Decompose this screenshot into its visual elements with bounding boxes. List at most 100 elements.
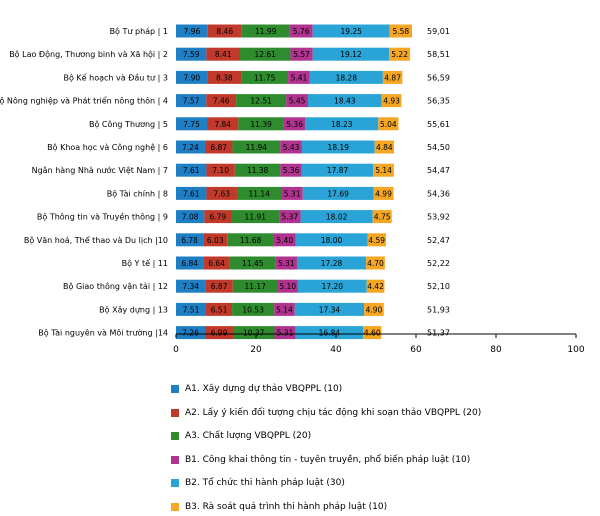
bar-segment [275, 256, 297, 270]
legend-item: B3. Rà soát quá trình thi hành pháp luật… [171, 501, 387, 513]
total-score-label: 52,47 [427, 236, 450, 245]
bar-segment [232, 279, 278, 293]
legend-label: B2. Tổ chức thi hành pháp luật (30) [185, 478, 345, 488]
segment-value-label: 8.38 [216, 73, 233, 82]
segment-value-label: 7.96 [184, 27, 201, 36]
bar-segment [176, 210, 205, 224]
bar-segment [176, 302, 207, 316]
bar-segment [176, 24, 208, 38]
segment-value-label: 11.68 [240, 236, 262, 245]
segment-value-label: 7.34 [182, 282, 199, 291]
segment-value-label: 6.78 [181, 236, 198, 245]
legend-item: B1. Công khai thông tin - tuyên truyền, … [171, 454, 470, 466]
bar-segment [204, 140, 233, 154]
category-label: Bộ Xây dựng | 13 [99, 304, 168, 315]
segment-value-label: 6.84 [181, 259, 198, 268]
total-score-label: 54,50 [427, 143, 450, 152]
bar-segment [367, 233, 386, 247]
bar-segment [232, 302, 275, 316]
legend-label: A3. Chất lượng VBQPPL (20) [185, 431, 312, 441]
bars-layer: Bộ Tư pháp | 1 7.96 8.46 11.99 5.76 19.25 5.58… [0, 24, 450, 340]
total-score-label: 53,92 [427, 213, 450, 222]
segment-value-label: 18.19 [328, 143, 350, 152]
total-score-label: 52,10 [427, 282, 450, 291]
bar-segment [279, 210, 301, 224]
segment-value-label: 17.28 [321, 259, 343, 268]
bar-segment [176, 94, 207, 108]
bar-segment [176, 279, 206, 293]
legend-swatch [171, 408, 179, 417]
bar-segment [366, 256, 385, 270]
segment-value-label: 17.34 [319, 305, 341, 314]
legend-swatch [171, 455, 179, 464]
bar-segment [236, 94, 287, 108]
segment-value-label: 4.99 [375, 189, 392, 198]
bar-segment [176, 163, 207, 177]
bar-segment [238, 117, 284, 131]
segment-value-label: 5.31 [278, 259, 295, 268]
segment-value-label: 18.00 [321, 236, 343, 245]
category-label: Bộ Nông nghiệp và Phát triển nông thôn |… [0, 96, 168, 106]
bar-segment [302, 186, 374, 200]
bar-segment [206, 94, 237, 108]
segment-value-label: 5.36 [286, 120, 303, 129]
segment-value-label: 11.14 [248, 189, 270, 198]
bar-segment [286, 94, 308, 108]
segment-value-label: 12.51 [250, 97, 272, 106]
legend-label: A1. Xây dựng dự thảo VBQPPL (10) [185, 384, 343, 394]
bar-segment [381, 94, 402, 108]
bar-segment [366, 279, 385, 293]
total-score-label: 59,01 [427, 27, 450, 36]
bar-segment [236, 186, 282, 200]
segment-value-label: 5.14 [276, 305, 293, 314]
x-tick-label: 0 [173, 345, 179, 355]
category-label: Bộ Y tế | 11 [122, 258, 168, 268]
segment-value-label: 18.23 [331, 120, 353, 129]
segment-value-label: 6.64 [208, 259, 225, 268]
segment-value-label: 4.60 [364, 329, 381, 338]
legend-swatch [171, 432, 179, 440]
bar-segment [294, 302, 365, 316]
bar-segment [309, 70, 383, 84]
bar-segment [227, 233, 274, 247]
bar-segment [378, 117, 399, 131]
segment-value-label: 4.75 [374, 213, 391, 222]
segment-value-label: 5.57 [293, 50, 310, 59]
legend-item: A2. Lấy ý kiến đối tượng chịu tác động k… [171, 407, 481, 419]
segment-value-label: 5.04 [380, 120, 397, 129]
bar-segment [203, 256, 230, 270]
segment-value-label: 7.24 [182, 143, 199, 152]
segment-value-label: 18.02 [326, 213, 348, 222]
segment-value-label: 17.87 [327, 166, 349, 175]
bar-segment [176, 47, 207, 61]
segment-value-label: 17.20 [322, 282, 344, 291]
bar-segment [280, 163, 302, 177]
segment-value-label: 11.38 [247, 166, 269, 175]
segment-value-label: 7.75 [183, 120, 200, 129]
legend-item: A3. Chất lượng VBQPPL (20) [171, 430, 311, 442]
total-score-label: 52,22 [427, 259, 450, 268]
bar-segment [207, 70, 242, 84]
segment-value-label: 4.93 [383, 97, 400, 106]
segment-value-label: 12.61 [254, 50, 276, 59]
total-score-label: 56,59 [427, 73, 450, 82]
x-axis: 0 20 40 60 80 100 [173, 333, 585, 355]
bar-segment [207, 117, 239, 131]
bar-segment [389, 47, 411, 61]
segment-value-label: 8.41 [215, 50, 232, 59]
segment-value-label: 5.31 [277, 329, 294, 338]
segment-value-label: 4.84 [376, 143, 393, 152]
segment-value-label: 16.84 [319, 329, 341, 338]
total-score-label: 56,35 [427, 97, 450, 106]
x-tick-label: 20 [250, 345, 262, 355]
bar-segment [364, 302, 384, 316]
bar-segment [206, 186, 237, 200]
bar-segment [206, 302, 233, 316]
bar-segment [372, 210, 392, 224]
segment-value-label: 11.75 [254, 73, 276, 82]
total-score-label: 51,93 [427, 305, 450, 314]
bar-segment [301, 163, 374, 177]
bar-segment [241, 70, 289, 84]
category-label: Bộ Công Thương | 5 [89, 119, 168, 129]
